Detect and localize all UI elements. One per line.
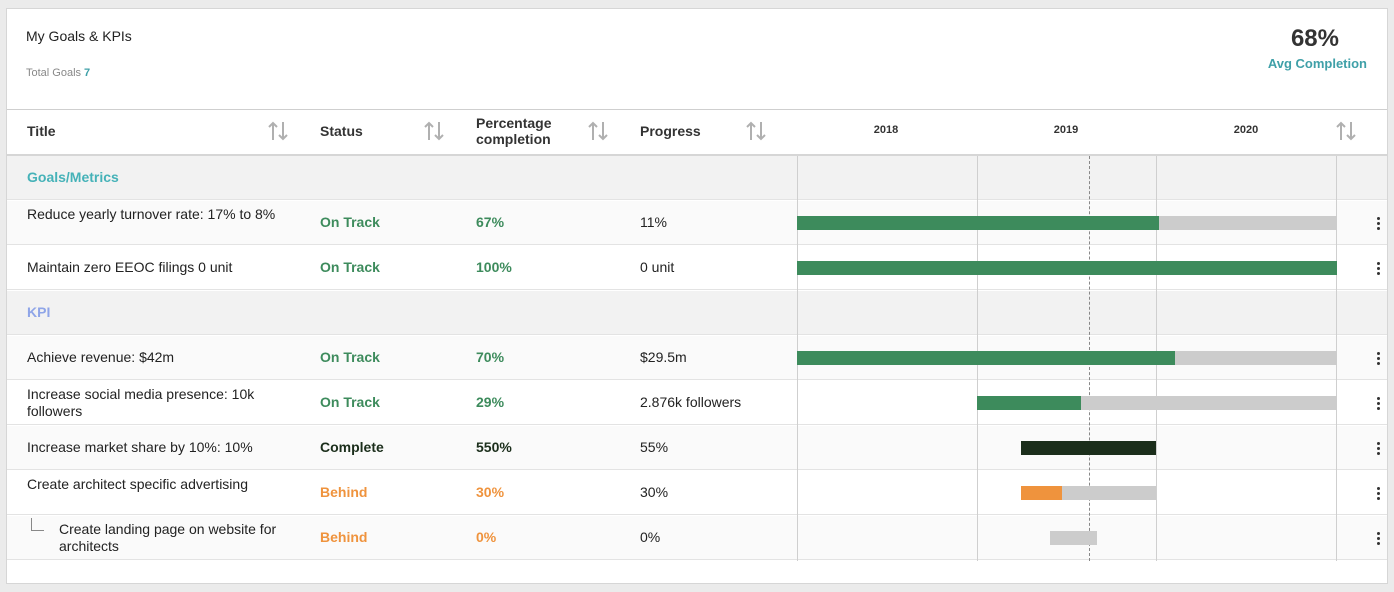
gantt-bar-fill: [797, 351, 1175, 365]
group-label: Goals/Metrics: [27, 169, 119, 185]
group-label: KPI: [27, 304, 51, 320]
goal-row[interactable]: Reduce yearly turnover rate: 17% to 8% On…: [7, 201, 1387, 245]
card-header: My Goals & KPIs Total Goals 7 68% Avg Com…: [7, 9, 1387, 110]
gantt-bar-track[interactable]: [1021, 486, 1156, 500]
goal-title[interactable]: Increase market share by 10%: 10%: [27, 439, 253, 455]
column-progress: Progress: [640, 123, 701, 139]
sort-arrows-icon[interactable]: [744, 119, 768, 143]
tree-branch-icon: [31, 518, 44, 531]
total-goals: Total Goals 7: [26, 67, 90, 79]
total-goals-count: 7: [84, 67, 91, 79]
table-header: Title Status Percentage completion Progr…: [7, 110, 1387, 156]
goal-percentage: 30%: [476, 484, 505, 500]
more-vertical-icon[interactable]: [1373, 528, 1383, 548]
gantt-bar-track[interactable]: [797, 216, 1337, 230]
goal-row[interactable]: Create architect specific advertising Beh…: [7, 471, 1387, 515]
more-vertical-icon[interactable]: [1373, 348, 1383, 368]
goal-progress: 0%: [640, 529, 661, 545]
goal-title[interactable]: Achieve revenue: $42m: [27, 349, 175, 365]
goal-status: On Track: [320, 259, 380, 275]
group-row: KPI: [7, 291, 1387, 335]
gantt-bar-fill: [797, 216, 1159, 230]
goal-status: On Track: [320, 394, 380, 410]
year-2020: 2020: [1233, 124, 1259, 136]
goal-percentage: 67%: [476, 214, 505, 230]
goal-title[interactable]: Increase social media presence: 10k foll…: [27, 386, 255, 419]
goal-percentage: 550%: [476, 439, 512, 455]
more-vertical-icon[interactable]: [1373, 258, 1383, 278]
goal-row[interactable]: Maintain zero EEOC filings 0 unit On Trac…: [7, 246, 1387, 290]
goals-card: My Goals & KPIs Total Goals 7 68% Avg Com…: [6, 8, 1388, 584]
column-percentage-line2: completion: [476, 131, 551, 147]
goal-title[interactable]: Maintain zero EEOC filings 0 unit: [27, 259, 233, 275]
goal-progress: 0 unit: [640, 259, 675, 275]
sort-arrows-icon[interactable]: [422, 119, 446, 143]
total-goals-label: Total Goals: [26, 67, 82, 79]
group-row: Goals/Metrics: [7, 156, 1387, 200]
gantt-bar-fill: [797, 261, 1337, 275]
column-percentage-line1: Percentage: [476, 115, 552, 131]
goal-percentage: 0%: [476, 529, 497, 545]
goal-row[interactable]: Create landing page on website for archi…: [7, 516, 1387, 560]
year-2019: 2019: [1053, 124, 1079, 136]
goal-percentage: 29%: [476, 394, 505, 410]
gantt-bar-track[interactable]: [977, 396, 1337, 410]
year-2018: 2018: [873, 124, 899, 136]
more-vertical-icon[interactable]: [1373, 483, 1383, 503]
column-status: Status: [320, 123, 363, 139]
goal-status: Behind: [320, 484, 368, 500]
more-vertical-icon[interactable]: [1373, 438, 1383, 458]
goal-title[interactable]: Reduce yearly turnover rate: 17% to 8%: [27, 206, 276, 222]
gantt-bar-fill: [1021, 486, 1062, 500]
goal-progress: 11%: [640, 214, 667, 230]
goal-status: Complete: [320, 439, 384, 455]
gantt-bar-track[interactable]: [1021, 441, 1156, 455]
goal-progress: $29.5m: [640, 349, 687, 365]
sort-arrows-icon[interactable]: [586, 119, 610, 143]
gantt-bar-track[interactable]: [1050, 531, 1097, 545]
sort-arrows-icon[interactable]: [1334, 119, 1358, 143]
gantt-bar-track[interactable]: [797, 351, 1337, 365]
goal-progress: 2.876k followers: [640, 394, 742, 410]
goal-row[interactable]: Increase market share by 10%: 10% Complet…: [7, 426, 1387, 470]
goal-title[interactable]: Create landing page on website for archi…: [59, 521, 277, 554]
goal-progress: 30%: [640, 484, 669, 500]
goal-title[interactable]: Create architect specific advertising: [27, 476, 248, 492]
more-vertical-icon[interactable]: [1373, 393, 1383, 413]
gantt-bar-fill: [1021, 441, 1156, 455]
sort-arrows-icon[interactable]: [266, 119, 290, 143]
goal-percentage: 100%: [476, 259, 512, 275]
goal-status: On Track: [320, 349, 380, 365]
column-title: Title: [27, 123, 56, 139]
goal-status: Behind: [320, 529, 368, 545]
gantt-chart: [797, 156, 1337, 561]
goal-status: On Track: [320, 214, 380, 230]
more-vertical-icon[interactable]: [1373, 213, 1383, 233]
avg-completion-value: 68%: [1290, 25, 1339, 52]
avg-completion-label: Avg Completion: [1267, 56, 1367, 71]
gantt-bar-fill: [977, 396, 1082, 410]
gantt-bar-track[interactable]: [797, 261, 1337, 275]
column-percentage: Percentage completion: [476, 115, 551, 147]
page-title: My Goals & KPIs: [26, 28, 132, 44]
goal-progress: 55%: [640, 439, 669, 455]
goal-percentage: 70%: [476, 349, 505, 365]
